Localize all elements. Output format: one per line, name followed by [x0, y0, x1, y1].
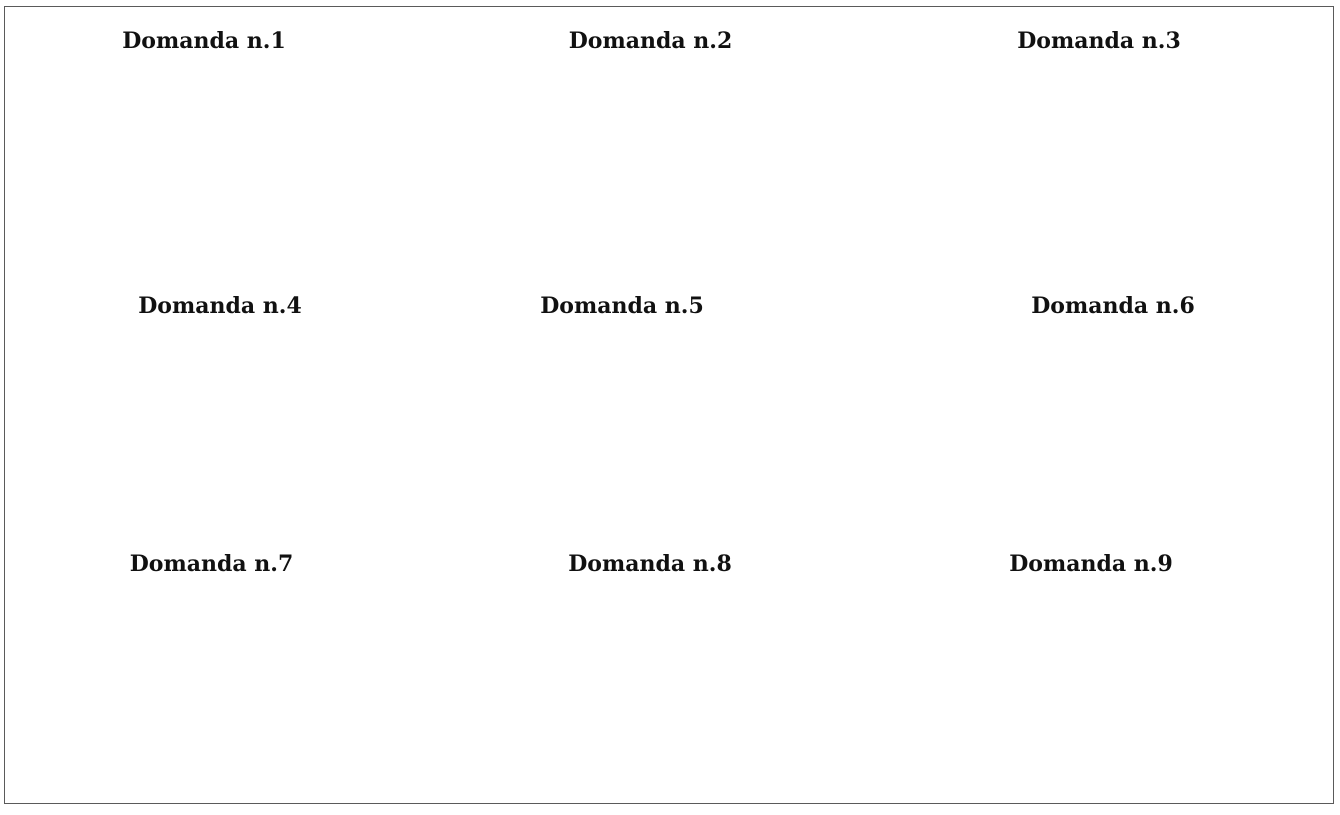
- chart-title-3: Domanda n.3: [1017, 28, 1181, 54]
- chart-title-1: Domanda n.1: [122, 28, 286, 54]
- chart-title-2: Domanda n.2: [568, 28, 733, 54]
- chart-title-8: Domanda n.8: [568, 551, 732, 577]
- chart-title-4: Domanda n.4: [138, 293, 302, 319]
- chart-panel-8: [455, 530, 845, 800]
- chart-panel-1: [14, 14, 394, 269]
- chart-panel-6: [896, 280, 1330, 520]
- chart-title-9: Domanda n.9: [1009, 551, 1173, 577]
- chart-panel-2: [438, 14, 863, 269]
- chart-panel-4: [14, 280, 426, 520]
- chart-panel-9: [852, 530, 1330, 800]
- chart-title-5: Domanda n.5: [540, 293, 704, 319]
- chart-panel-7: [14, 530, 409, 800]
- chart-title-7: Domanda n.7: [129, 551, 294, 577]
- chart-title-6: Domanda n.6: [1031, 293, 1195, 319]
- chart-panel-5: [452, 280, 792, 520]
- chart-panel-3: [868, 14, 1330, 269]
